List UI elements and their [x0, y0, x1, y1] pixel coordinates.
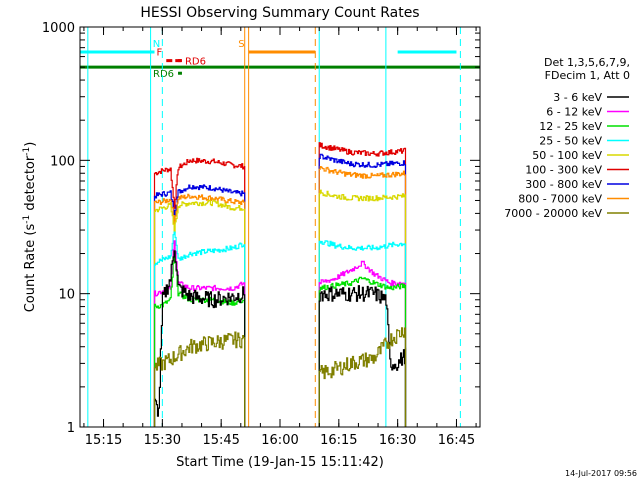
legend: Det 1,3,5,6,7,9, FDecim 1, Att 0 3 - 6 k… [504, 56, 630, 220]
flags-layer: N S F RD6 RD6 [80, 39, 480, 80]
x-tick-label-2: 15:45 [202, 433, 239, 448]
legend-label-6: 300 - 800 keV [525, 178, 602, 191]
legend-header-line2: FDecim 1, Att 0 [545, 69, 630, 82]
x-tick-label-6: 16:45 [438, 433, 475, 448]
y-axis-label-sup2: -1 [22, 147, 32, 156]
vlines-layer [87, 27, 461, 427]
flag-label-2: F [157, 48, 163, 59]
y-tick-label-0: 1 [67, 421, 75, 436]
y-axis-label-sup1: -1 [22, 215, 32, 224]
series-line-seg0-1 [153, 184, 246, 427]
y-tick-label-2: 100 [50, 154, 75, 169]
series-layer [153, 142, 407, 427]
x-tick-label-4: 16:15 [320, 433, 357, 448]
flag-label-0: N [153, 39, 160, 50]
x-tick-label-5: 16:30 [379, 433, 416, 448]
series-line-seg1-4 [318, 240, 407, 427]
y-tick-label-1: 10 [58, 288, 75, 303]
series-line-seg0-3 [153, 199, 246, 427]
legend-label-3: 25 - 50 keV [539, 135, 602, 148]
legend-label-1: 6 - 12 keV [546, 106, 602, 119]
legend-label-8: 7000 - 20000 keV [504, 207, 602, 220]
series-line-seg1-0 [318, 142, 407, 427]
y-axis-label-part1: Count Rate (s [23, 224, 38, 313]
series-line-seg0-2 [153, 193, 246, 427]
series-line-seg1-3 [318, 189, 407, 427]
series-line-seg0-8 [153, 331, 246, 427]
series-line-seg1-1 [318, 153, 407, 427]
y-axis-label-part2: detector [23, 155, 38, 215]
axes-layer: 15:15 15:30 15:45 16:00 16:15 16:30 16:45 1 10 10… [42, 21, 480, 448]
flag-label-3: RD6 [185, 57, 206, 68]
flag-label-1: S [238, 39, 244, 50]
series-line-seg0-7 [153, 250, 246, 427]
x-tick-label-0: 15:15 [85, 433, 122, 448]
y-axis-label-part3: ) [23, 142, 38, 147]
legend-label-4: 50 - 100 keV [532, 149, 602, 162]
legend-label-7: 800 - 7000 keV [518, 193, 602, 206]
series-line-seg1-7 [318, 285, 407, 427]
series-line-seg1-5 [318, 260, 407, 427]
chart-title: HESSI Observing Summary Count Rates [140, 5, 419, 21]
timestamp: 14-Jul-2017 09:56 [565, 469, 637, 478]
x-tick-label-3: 16:00 [261, 433, 298, 448]
series-line-seg1-8 [318, 327, 407, 427]
series-line-seg1-6 [318, 276, 407, 427]
x-axis-label: Start Time (19-Jan-15 15:11:42) [176, 455, 384, 470]
legend-header-line1: Det 1,3,5,6,7,9, [544, 56, 630, 69]
series-line-seg0-4 [153, 231, 246, 427]
y-tick-label-3: 1000 [42, 21, 75, 36]
plot-frame [79, 26, 481, 428]
legend-label-5: 100 - 300 keV [525, 164, 602, 177]
y-axis-label: Count Rate (s-1 detector-1) [22, 142, 38, 313]
flag-label-4: RD6 [153, 69, 174, 80]
legend-label-0: 3 - 6 keV [553, 91, 602, 104]
series-line-seg0-6 [153, 251, 246, 427]
x-tick-label-1: 15:30 [144, 433, 181, 448]
series-line-seg1-2 [318, 166, 407, 427]
legend-label-2: 12 - 25 keV [539, 120, 602, 133]
series-line-seg0-0 [153, 157, 246, 427]
